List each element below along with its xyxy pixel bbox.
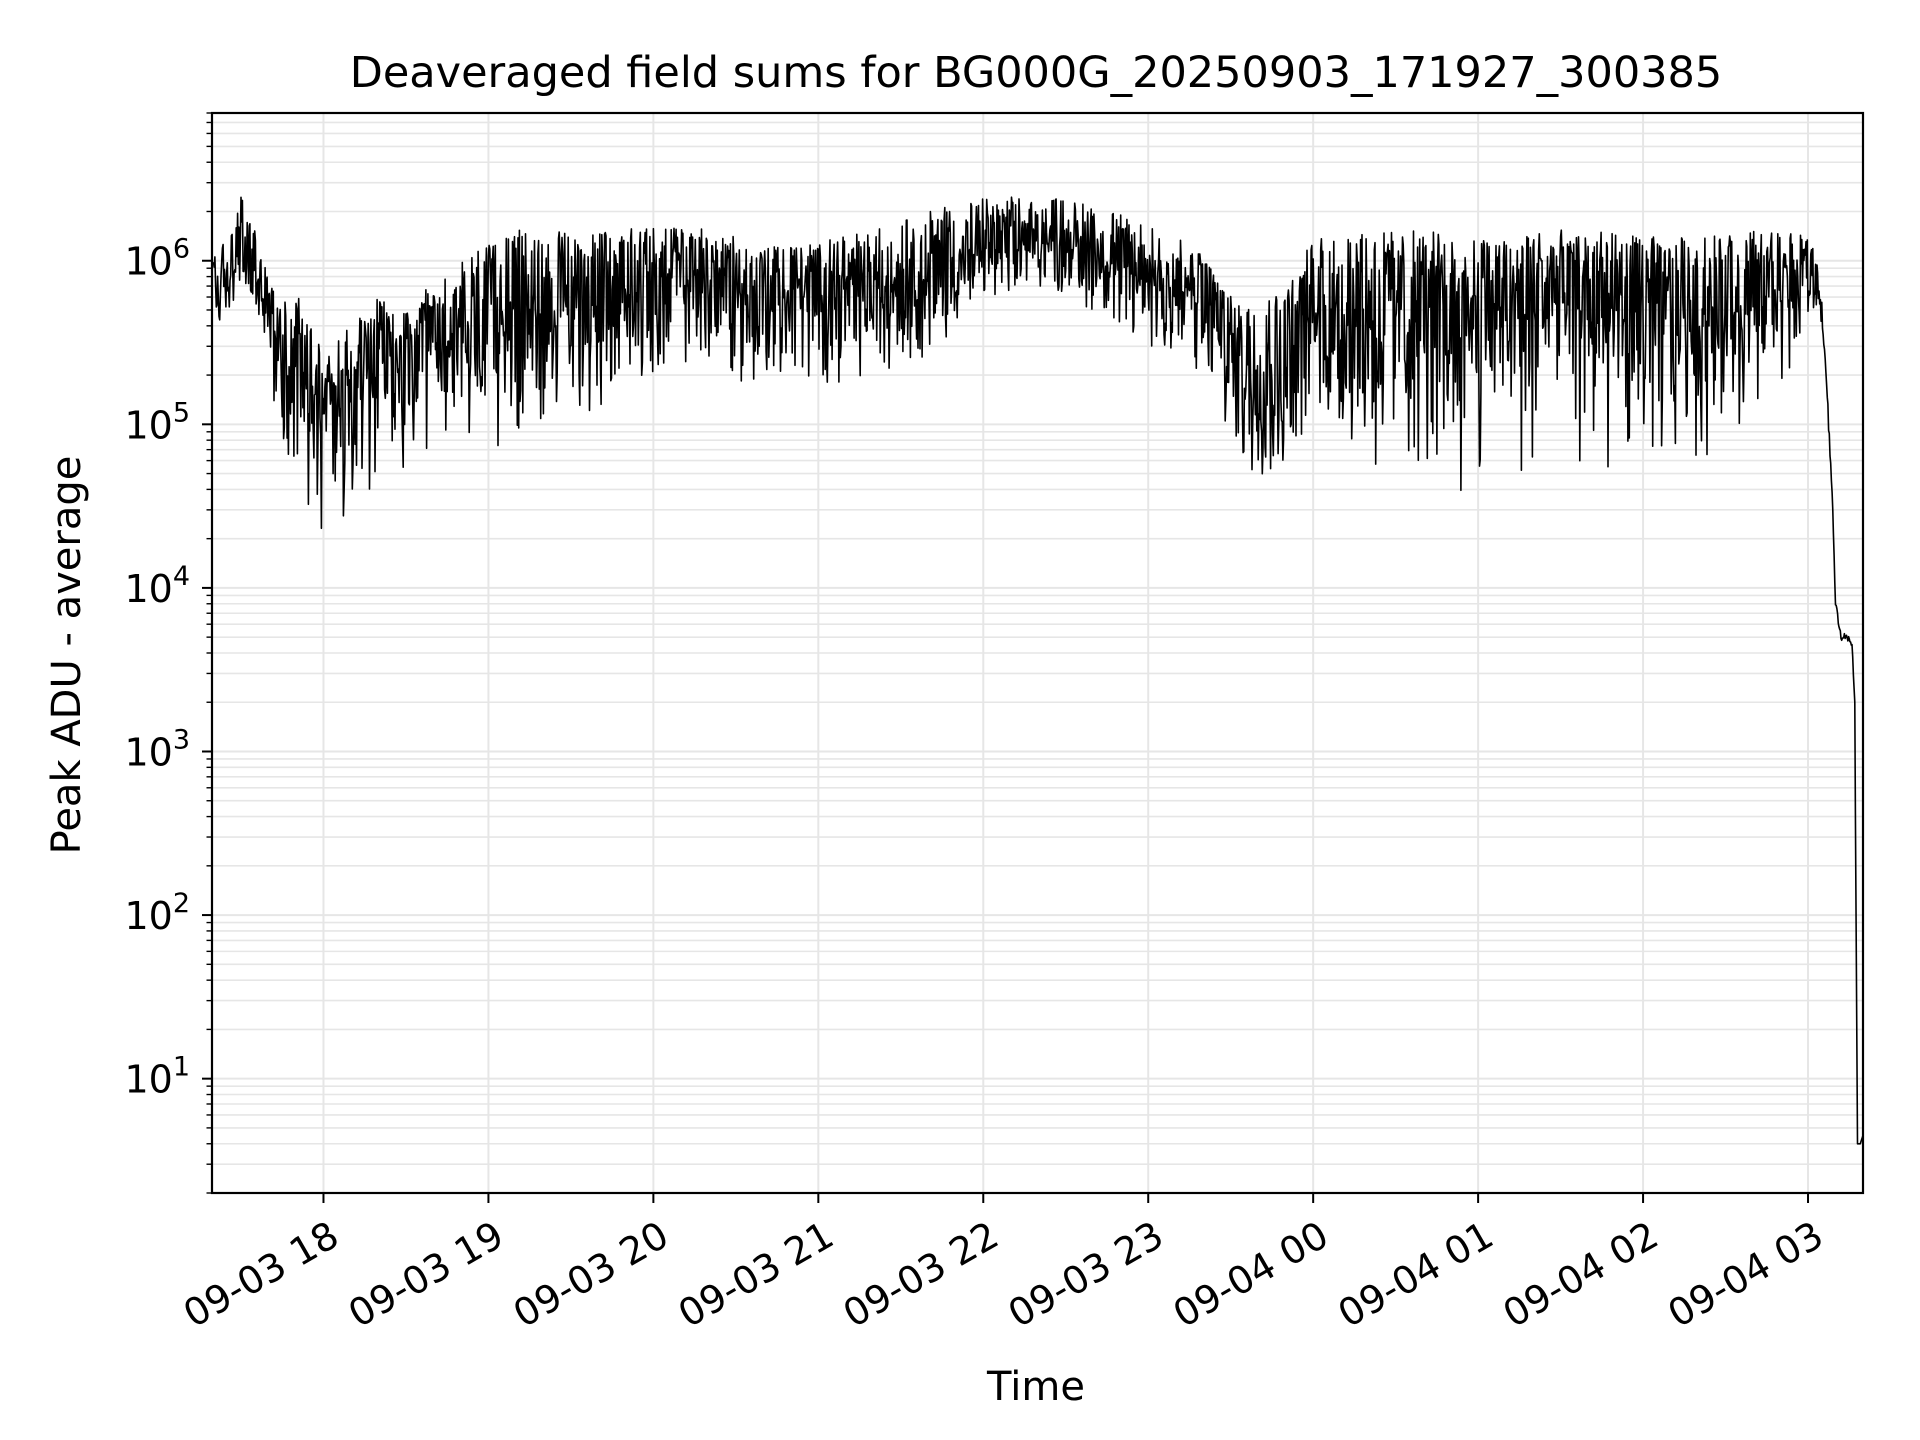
y-axis: 101 102 103 104 105 106 [124,112,212,1194]
series-line [212,196,1863,1145]
y-tick-label: 103 [124,724,190,774]
x-tick-label: 09-03 21 [671,1213,841,1337]
y-axis-label: Peak ADU - average [44,456,90,855]
y-tick-label: 101 [124,1052,190,1102]
x-tick-label: 09-03 18 [176,1213,346,1337]
x-tick-label: 09-04 01 [1331,1213,1501,1337]
plot-area [212,196,1863,1145]
y-tick-label: 106 [124,234,190,284]
x-tick-label: 09-04 02 [1496,1213,1666,1337]
chart-title: Deaveraged field sums for BG000G_2025090… [350,48,1723,98]
x-tick-label: 09-03 20 [506,1213,676,1337]
x-tick-label: 09-03 23 [1001,1213,1171,1337]
x-axis-label: Time [986,1364,1085,1410]
y-tick-label: 102 [124,888,190,938]
x-tick-label: 09-04 00 [1166,1213,1336,1337]
x-tick-label: 09-03 22 [836,1213,1006,1337]
x-tick-label: 09-04 03 [1661,1213,1831,1337]
y-tick-label: 104 [124,561,190,611]
y-tick-label: 105 [124,397,190,447]
x-tick-label: 09-03 19 [341,1213,511,1337]
